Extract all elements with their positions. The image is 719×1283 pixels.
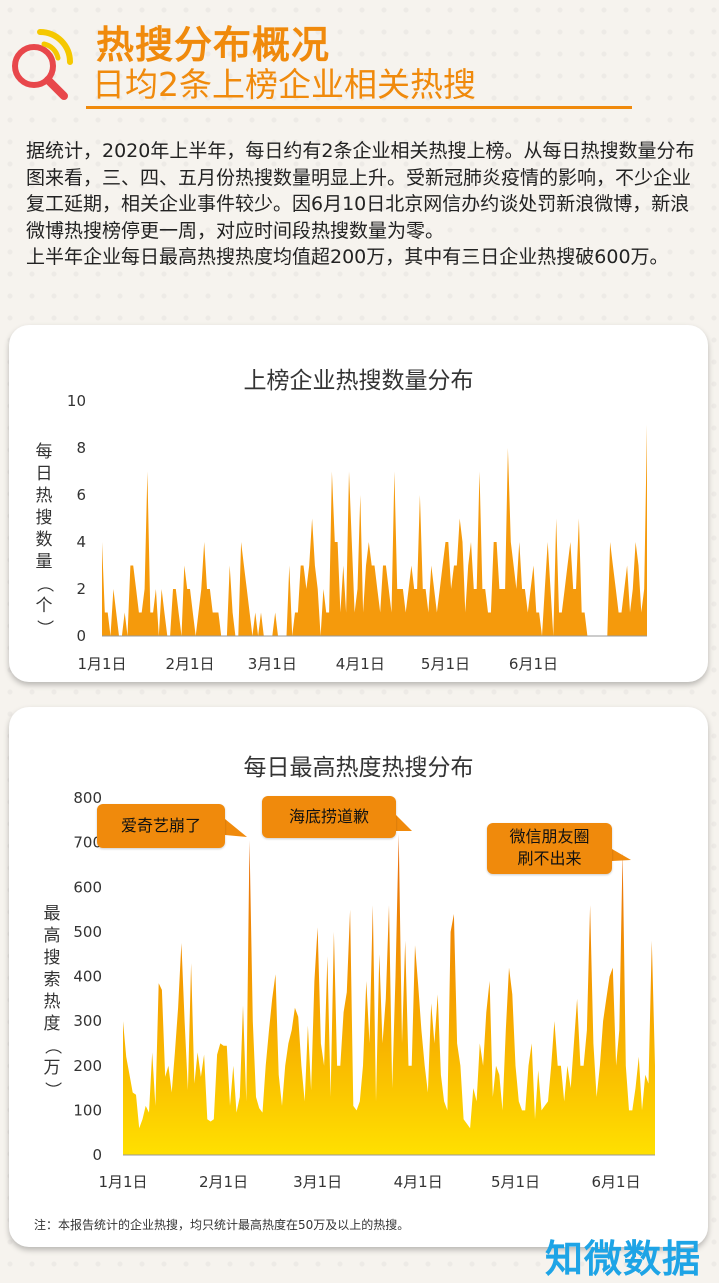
y-tick-label: 800 bbox=[73, 789, 102, 807]
area-series bbox=[102, 424, 647, 636]
x-tick-label: 1月1日 bbox=[98, 1173, 147, 1191]
x-tick-label: 6月1日 bbox=[509, 655, 558, 673]
x-tick-label: 6月1日 bbox=[592, 1173, 641, 1191]
heat-chart-card: 每日最高热度热搜分布 最高搜索热度（万） 0 100 200 300 400 500 600… bbox=[9, 707, 708, 1247]
heat-chart-title: 每日最高热度热搜分布 bbox=[243, 755, 474, 781]
x-tick-label: 5月1日 bbox=[421, 655, 470, 673]
intro-paragraph-1: 据统计，2020年上半年，每日约有2条企业相关热搜上榜。从每日热搜数量分布图来看… bbox=[26, 140, 695, 242]
y-tick-label: 500 bbox=[73, 923, 102, 941]
callout-pointer bbox=[225, 819, 247, 837]
heat-chart: 0 100 200 300 400 500 600 700 800 1月1日 2月1日 3月1日 4月1… bbox=[73, 789, 655, 1191]
callout-pointer bbox=[396, 815, 412, 831]
header: 热搜分布概况 日均2条上榜企业相关热搜 bbox=[0, 0, 719, 120]
y-tick-label: 600 bbox=[73, 878, 102, 896]
ylabel-char: 最 bbox=[43, 904, 61, 924]
ylabel-char: 索 bbox=[43, 970, 61, 990]
ylabel-char: 量 bbox=[35, 552, 53, 572]
y-tick-label: 100 bbox=[73, 1101, 102, 1119]
x-tick-label: 1月1日 bbox=[77, 655, 126, 673]
x-tick-label: 4月1日 bbox=[394, 1173, 443, 1191]
y-tick-label: 8 bbox=[76, 439, 86, 457]
callout-pointer bbox=[612, 849, 631, 861]
ylabel-char: 热 bbox=[43, 992, 61, 1012]
callout-line: 刷不出来 bbox=[517, 849, 582, 868]
callout-wechat: 微信朋友圈 刷不出来 bbox=[487, 823, 612, 874]
callout-haidilao: 海底捞道歉 bbox=[262, 796, 396, 838]
y-tick-label: 200 bbox=[73, 1057, 102, 1075]
callout-iqiyi: 爱奇艺崩了 bbox=[97, 804, 225, 848]
count-chart-card: 上榜企业热搜数量分布 每日热搜数量（个） 0 2 4 6 8 10 1月1日 2月1日 3月1日… bbox=[9, 325, 708, 682]
x-tick-label: 2月1日 bbox=[165, 655, 214, 673]
x-tick-label: 3月1日 bbox=[293, 1173, 342, 1191]
intro-text: 据统计，2020年上半年，每日约有2条企业相关热搜上榜。从每日热搜数量分布图来看… bbox=[26, 138, 698, 271]
x-tick-label: 3月1日 bbox=[248, 655, 297, 673]
page-subtitle: 日均2条上榜企业相关热搜 bbox=[86, 64, 632, 109]
ylabel-char: 搜 bbox=[43, 948, 61, 968]
y-tick-label: 2 bbox=[76, 580, 86, 598]
intro-paragraph-2: 上半年企业每日最高热搜热度均值超200万，其中有三日企业热搜破600万。 bbox=[26, 246, 669, 268]
footnote: 注：本报告统计的企业热搜，均只统计最高热度在50万及以上的热搜。 bbox=[34, 1218, 410, 1232]
ylabel-char: 个 bbox=[35, 596, 53, 616]
y-tick-label: 4 bbox=[76, 533, 86, 551]
y-tick-label: 400 bbox=[73, 968, 102, 986]
y-tick-label: 700 bbox=[73, 834, 102, 852]
x-tick-label: 4月1日 bbox=[336, 655, 385, 673]
count-chart: 0 2 4 6 8 10 1月1日 2月1日 3月1日 4月1日 5月1日 6月1日 bbox=[67, 392, 647, 673]
count-chart-ylabel: 每日热搜数量（个） bbox=[33, 441, 55, 639]
search-icon bbox=[0, 22, 80, 102]
x-tick-label: 2月1日 bbox=[199, 1173, 248, 1191]
ylabel-char: 搜 bbox=[35, 508, 53, 528]
ylabel-char: 日 bbox=[35, 464, 53, 484]
ylabel-char: 高 bbox=[43, 926, 61, 946]
y-tick-label: 0 bbox=[76, 627, 86, 645]
area-series bbox=[123, 833, 655, 1155]
x-tick-label: 5月1日 bbox=[491, 1173, 540, 1191]
y-tick-label: 10 bbox=[67, 392, 86, 410]
y-tick-label: 0 bbox=[92, 1146, 102, 1164]
ylabel-char: 每 bbox=[35, 442, 53, 462]
callout-line: 微信朋友圈 bbox=[509, 827, 590, 846]
heat-chart-ylabel: 最高搜索热度（万） bbox=[41, 903, 63, 1101]
ylabel-char: 热 bbox=[35, 486, 53, 506]
brand-logo: 知微数据 bbox=[544, 1237, 701, 1281]
page-title: 热搜分布概况 bbox=[96, 23, 331, 67]
y-tick-label: 300 bbox=[73, 1012, 102, 1030]
ylabel-char: 度 bbox=[43, 1014, 61, 1034]
ylabel-char: 数 bbox=[35, 530, 53, 550]
count-chart-title: 上榜企业热搜数量分布 bbox=[243, 368, 474, 394]
y-tick-label: 6 bbox=[76, 486, 86, 504]
ylabel-char: 万 bbox=[43, 1058, 61, 1078]
